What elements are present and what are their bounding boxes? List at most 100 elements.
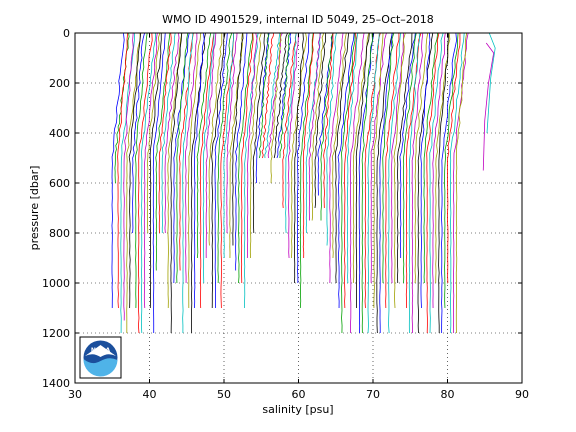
profile-line <box>276 33 292 159</box>
profile-line <box>149 33 162 309</box>
profile-line <box>214 33 228 309</box>
profile-line <box>408 33 420 334</box>
profile-line <box>282 33 297 209</box>
y-tick-label: 600 <box>49 177 70 190</box>
noaa-logo-text: NOAA <box>91 347 111 354</box>
y-tick-label: 1200 <box>42 327 70 340</box>
profile-line <box>279 33 291 159</box>
profile-line <box>134 33 148 309</box>
profile-line <box>208 33 223 246</box>
profile-line <box>482 42 495 171</box>
profile-line <box>223 33 234 259</box>
profile-line <box>111 33 125 309</box>
profile-line <box>288 33 299 259</box>
profile-line <box>423 33 439 284</box>
profile-line <box>252 33 266 234</box>
x-tick-label: 60 <box>292 388 306 401</box>
profile-line <box>211 33 226 309</box>
profile-line <box>314 33 327 209</box>
profile-line <box>361 33 373 334</box>
profile-line <box>455 33 468 334</box>
profile-line <box>308 33 321 221</box>
profile-line <box>417 33 434 334</box>
profile-line <box>402 33 417 284</box>
profile-line <box>291 33 307 259</box>
profile-line <box>188 33 202 309</box>
y-axis-label: pressure [dbar] <box>28 166 41 251</box>
profile-line <box>382 33 395 284</box>
profile-line <box>264 33 281 159</box>
profile-line <box>414 33 429 284</box>
profile-line <box>270 33 282 184</box>
axis-ticks: 30 40 50 60 70 80 90 0 200 400 600 800 1000 1200 1400 <box>42 27 529 401</box>
y-tick-label: 200 <box>49 77 70 90</box>
y-tick-label: 1400 <box>42 377 70 390</box>
profile-line <box>193 33 205 309</box>
profile-line <box>182 33 194 334</box>
profile-line <box>411 33 424 334</box>
profile-line <box>226 33 238 234</box>
profile-lines <box>111 33 496 334</box>
profile-line <box>302 33 315 259</box>
profile-line <box>170 33 183 334</box>
profile-line <box>341 33 356 334</box>
profile-line <box>388 33 401 334</box>
profile-line <box>258 33 269 159</box>
profile-line <box>123 33 134 321</box>
profile-line <box>249 33 262 259</box>
profile-line <box>138 33 153 334</box>
profile-line <box>261 33 275 159</box>
profile-line <box>152 33 166 334</box>
profile-line <box>373 33 384 308</box>
profile-line <box>285 33 297 234</box>
profile-line <box>323 33 334 209</box>
profile-line <box>449 33 465 334</box>
x-tick-label: 80 <box>441 388 455 401</box>
profile-line <box>352 33 370 284</box>
profile-line <box>235 33 248 271</box>
profile-line <box>143 33 158 309</box>
profile-line <box>146 33 161 234</box>
profile-line <box>232 33 244 246</box>
profile-line <box>435 33 451 284</box>
profile-line <box>199 33 215 309</box>
x-tick-label: 40 <box>143 388 157 401</box>
profile-line <box>196 33 212 259</box>
profile-line <box>441 33 457 334</box>
profile-line <box>120 33 135 334</box>
profile-line <box>349 33 365 334</box>
profile-line <box>241 33 254 284</box>
profile-line <box>420 33 431 309</box>
profile-line <box>155 33 171 271</box>
x-tick-label: 90 <box>515 388 529 401</box>
profile-line <box>444 33 459 309</box>
profile-line <box>399 33 416 258</box>
profile-line <box>128 33 142 309</box>
profile-line <box>432 33 446 309</box>
x-axis-label: salinity [psu] <box>262 403 333 416</box>
profile-line <box>132 33 145 234</box>
profile-line <box>367 33 380 334</box>
profile-line <box>347 33 359 284</box>
profile-line <box>176 33 189 284</box>
x-tick-label: 30 <box>68 388 82 401</box>
profile-line <box>164 33 180 234</box>
profile-line <box>486 33 496 134</box>
profile-line <box>447 33 461 284</box>
profile-line <box>126 33 141 334</box>
profile-line <box>355 33 370 309</box>
y-tick-label: 800 <box>49 227 70 240</box>
profile-line <box>173 33 190 284</box>
profile-line <box>246 33 258 259</box>
profile-line <box>202 33 215 284</box>
profile-line <box>335 33 350 284</box>
profile-line <box>238 33 253 284</box>
profile-line <box>344 33 357 309</box>
profile-line <box>217 33 233 284</box>
noaa-logo: NOAA <box>79 336 122 379</box>
profile-line <box>167 33 183 309</box>
profile-line <box>205 33 217 259</box>
profile-line <box>376 33 393 334</box>
profile-line <box>305 33 322 234</box>
y-tick-label: 400 <box>49 127 70 140</box>
